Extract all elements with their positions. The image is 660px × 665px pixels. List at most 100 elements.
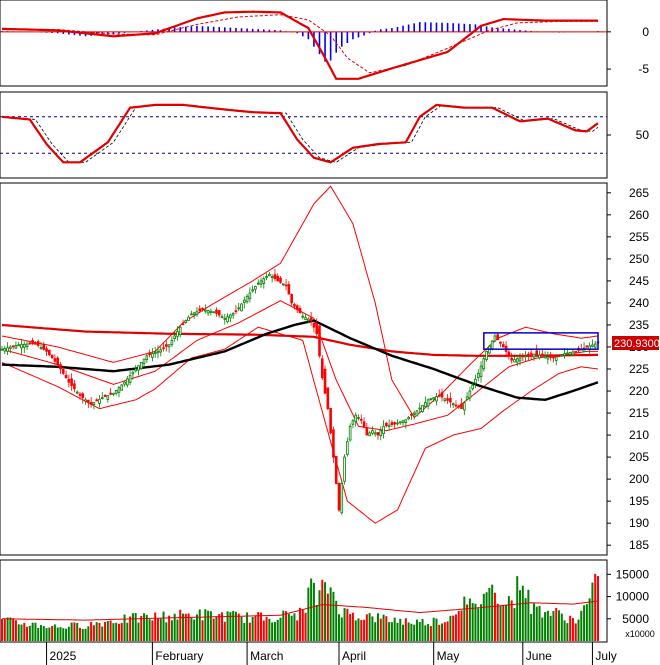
rsi-signal-line: [2, 104, 599, 163]
candle-body: [471, 384, 474, 390]
volume-bar: [485, 592, 488, 641]
volume-bar: [519, 590, 522, 641]
volume-bar: [310, 578, 313, 641]
candle-body: [479, 365, 483, 378]
volume-bar: [165, 622, 168, 641]
volume-bar: [209, 611, 212, 641]
volume-bar: [73, 622, 76, 641]
volume-bar: [129, 616, 132, 641]
candle-body: [142, 358, 146, 365]
volume-bar: [368, 613, 371, 641]
volume-bar: [390, 622, 393, 641]
volume-bar: [95, 622, 98, 641]
volume-bar: [558, 610, 561, 641]
volume-bar: [65, 628, 68, 641]
volume-bar: [591, 582, 594, 641]
candle-body: [173, 335, 176, 340]
candle-body: [192, 312, 196, 316]
candle-body: [128, 375, 132, 383]
price-axis-tick-label: 255: [629, 230, 649, 244]
candle-body: [502, 344, 505, 348]
volume-bar: [207, 610, 210, 641]
volume-bar: [304, 612, 307, 641]
candle-body: [451, 403, 455, 406]
volume-bar: [480, 604, 483, 641]
candle-body: [273, 274, 277, 280]
candle-body: [262, 278, 266, 284]
candle-body: [357, 417, 360, 419]
volume-bar: [237, 613, 240, 641]
volume-bar: [365, 614, 368, 641]
candle-body: [351, 420, 355, 425]
volume-bar: [326, 593, 329, 641]
volume-bar: [312, 582, 315, 641]
volume-bar: [549, 615, 552, 641]
volume-bar: [14, 620, 17, 641]
candle-body: [574, 350, 578, 353]
volume-bar: [301, 609, 304, 641]
candle-body: [120, 384, 124, 391]
candle-body: [449, 398, 452, 403]
volume-axis-tick-label: 15000: [616, 567, 650, 581]
month-label: July: [595, 649, 616, 663]
candle-body: [59, 364, 62, 370]
candle-body: [109, 392, 112, 395]
candle-body: [181, 323, 185, 326]
candle-body: [139, 361, 143, 370]
month-label: June: [526, 649, 552, 663]
volume-bar: [285, 611, 288, 641]
volume-bar: [385, 616, 388, 641]
candle-body: [73, 383, 76, 390]
volume-panel-frame: [0, 559, 608, 643]
candle-body: [343, 456, 346, 482]
candle-body: [89, 401, 93, 405]
volume-bar: [374, 622, 377, 641]
volume-bar: [140, 615, 143, 641]
candle-body: [78, 393, 82, 396]
candle-body: [315, 323, 319, 335]
candle-body: [532, 353, 536, 358]
volume-bar: [243, 622, 246, 641]
candle-body: [87, 399, 90, 403]
price-axis-tick-label: 205: [629, 450, 649, 464]
candle-body: [204, 309, 207, 312]
bollinger-upper-line: [1, 185, 599, 419]
candle-body: [162, 347, 165, 350]
candle-body: [298, 308, 302, 314]
volume-panel: [1, 573, 599, 641]
volume-bar: [20, 624, 23, 641]
volume-bar: [39, 625, 42, 641]
candle-body: [112, 392, 115, 395]
volume-bar: [460, 610, 463, 641]
candle-body: [398, 421, 402, 424]
volume-bar: [340, 617, 343, 641]
volume-bar: [53, 624, 56, 641]
volume-bar: [454, 614, 457, 641]
volume-bar: [315, 604, 318, 641]
candle-body: [254, 286, 257, 290]
price-axis-tick-label: 190: [629, 516, 649, 530]
volume-bar: [346, 608, 349, 641]
candle-body: [53, 358, 57, 362]
macd-panel: [0, 10, 607, 80]
price-axis-tick-label: 240: [629, 296, 649, 310]
candle-body: [309, 317, 313, 321]
volume-axis-tick-label: 5000: [622, 612, 649, 626]
volume-bar: [120, 622, 123, 641]
candle-body: [593, 343, 597, 348]
candle-body: [237, 307, 241, 310]
volume-bar: [45, 628, 48, 641]
volume-bar: [92, 625, 95, 641]
volume-bar: [204, 609, 207, 641]
highlight-box: [483, 332, 599, 350]
candle-body: [515, 358, 519, 363]
volume-axis-tick-label: 10000: [616, 590, 650, 604]
volume-bar: [109, 620, 112, 641]
candle-body: [418, 407, 422, 410]
volume-bar: [115, 622, 118, 641]
volume-bar: [488, 587, 491, 641]
volume-bar: [410, 623, 413, 641]
candle-body: [6, 347, 9, 352]
volume-bar: [145, 614, 148, 641]
candle-body: [268, 273, 271, 277]
